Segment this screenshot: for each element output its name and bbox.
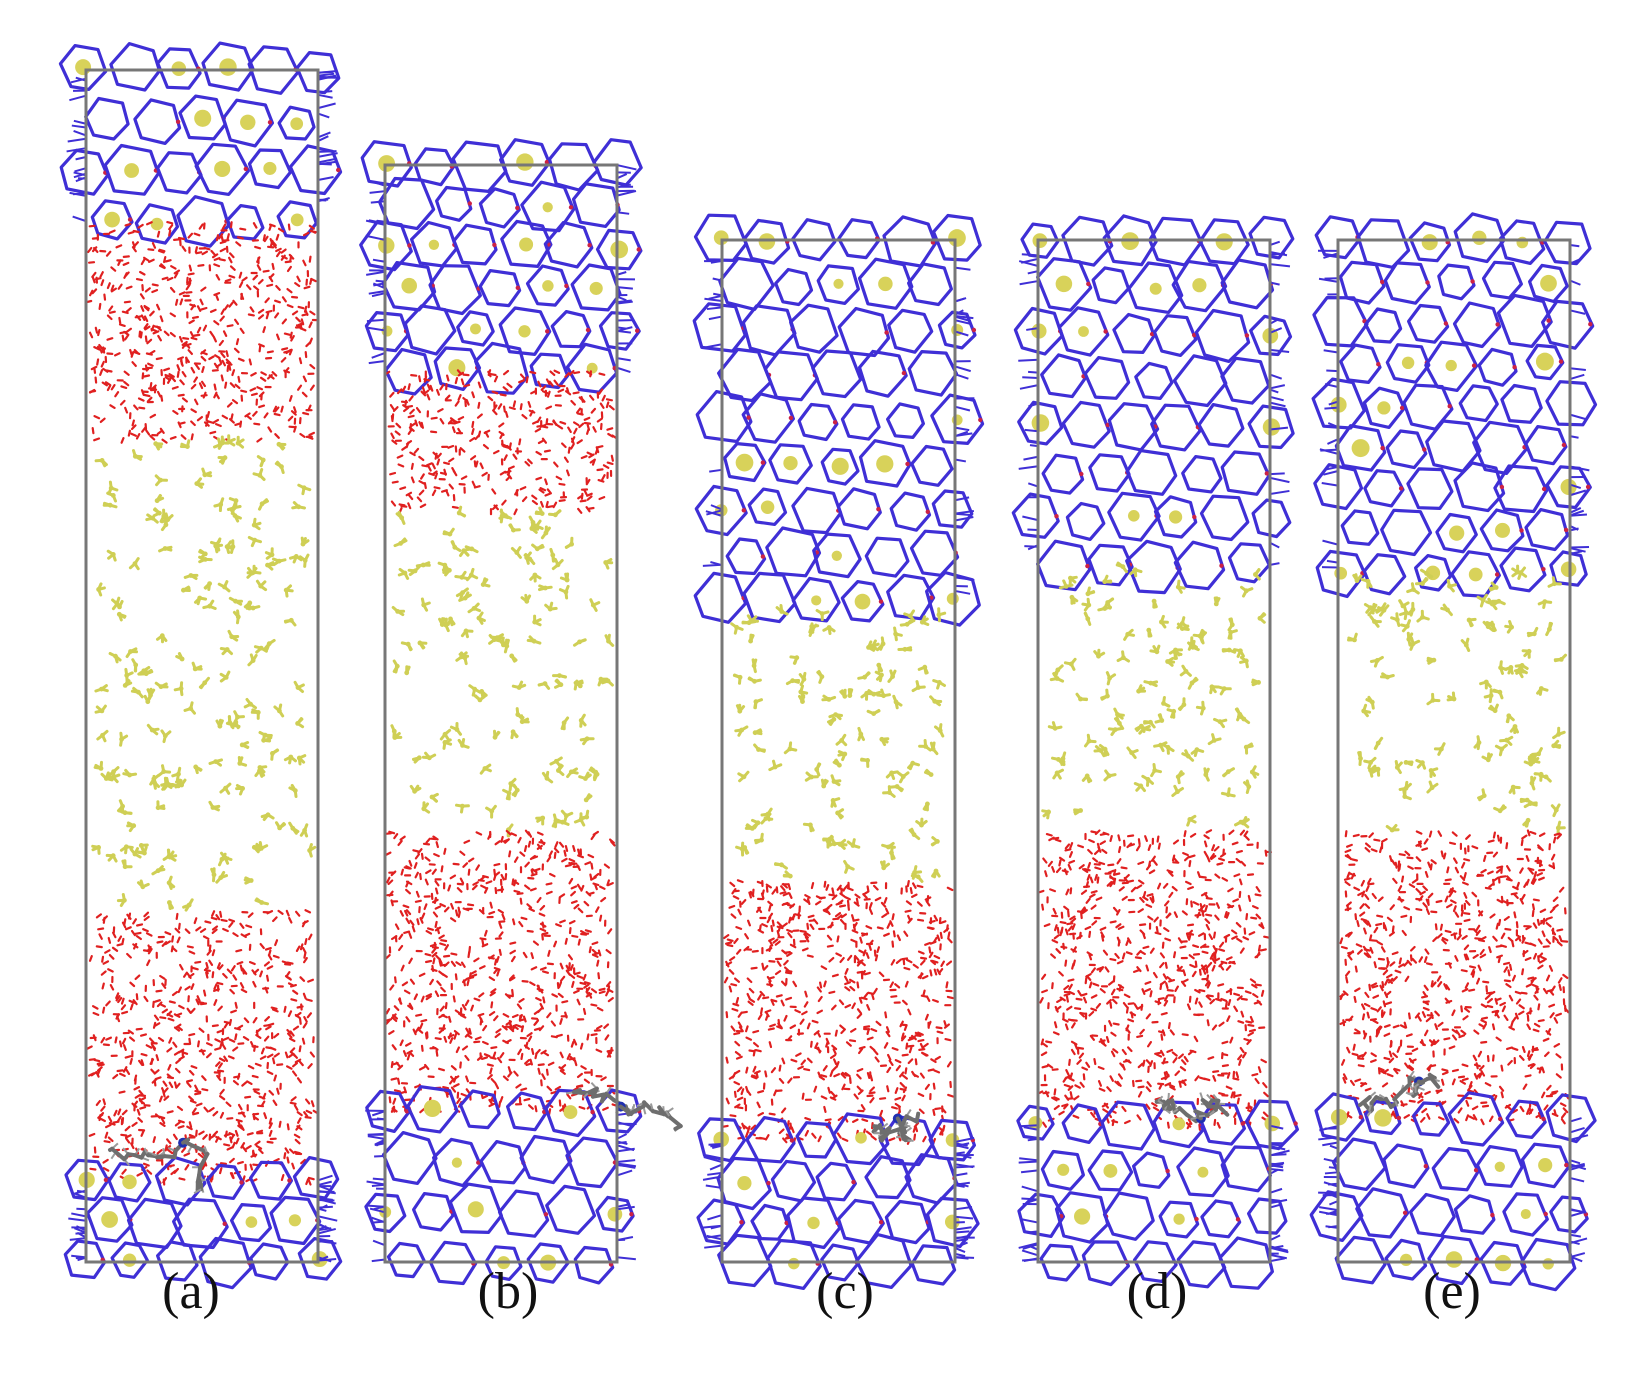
panel-label-c: (c)	[816, 1262, 874, 1321]
panel-label-b: (b)	[478, 1262, 539, 1321]
panel-label-a: (a)	[162, 1262, 220, 1321]
snapshot-panel-e	[1311, 214, 1595, 1290]
panel-label-d: (d)	[1127, 1262, 1188, 1321]
snapshot-panel-d	[1013, 216, 1298, 1288]
panel-label-e: (e)	[1423, 1262, 1481, 1321]
snapshot-panel-b	[361, 140, 681, 1284]
snapshot-panel-c	[694, 215, 982, 1288]
snapshot-panel-a	[60, 43, 340, 1288]
